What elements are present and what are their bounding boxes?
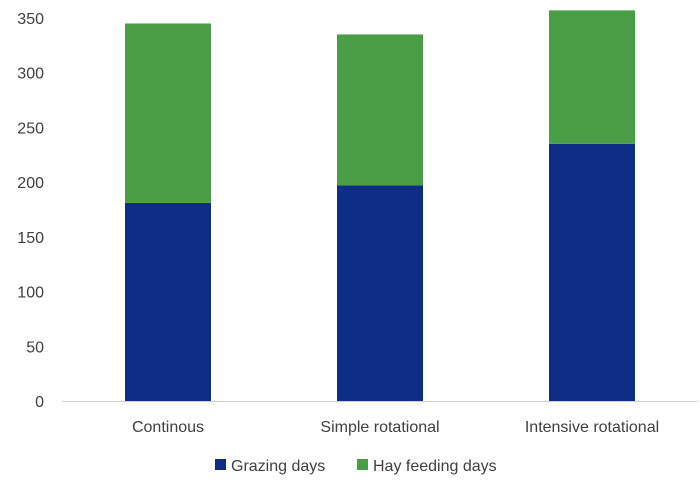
bar-grazing-1 [337, 185, 423, 401]
y-tick-label: 300 [17, 66, 44, 83]
y-tick-label: 250 [17, 120, 44, 137]
y-tick-label: 350 [17, 11, 44, 28]
x-axis-ticks: Continous Simple rotational Intensive rota… [132, 419, 659, 436]
x-tick-label: Intensive rotational [525, 419, 659, 436]
legend-swatch [215, 459, 226, 470]
legend-label: Hay feeding days [373, 458, 497, 475]
y-tick-label: 50 [26, 339, 44, 356]
x-tick-label: Simple rotational [320, 419, 439, 436]
bar-hay-feeding-1 [337, 34, 423, 186]
y-tick-label: 100 [17, 285, 44, 302]
y-tick-label: 200 [17, 175, 44, 192]
x-tick-label: Continous [132, 419, 204, 436]
bar-grazing-0 [125, 202, 211, 401]
legend-label: Grazing days [231, 458, 325, 475]
y-tick-label: 0 [35, 394, 44, 411]
bar-grazing-2 [549, 143, 635, 402]
bar-hay-feeding-2 [549, 10, 635, 144]
legend: Grazing days Hay feeding days [215, 458, 497, 475]
bar-hay-feeding-0 [125, 23, 211, 203]
y-tick-label: 150 [17, 230, 44, 247]
legend-swatch [357, 459, 368, 470]
y-axis-ticks: 0 50 100 150 200 250 300 350 [17, 11, 44, 411]
bars [125, 10, 635, 402]
